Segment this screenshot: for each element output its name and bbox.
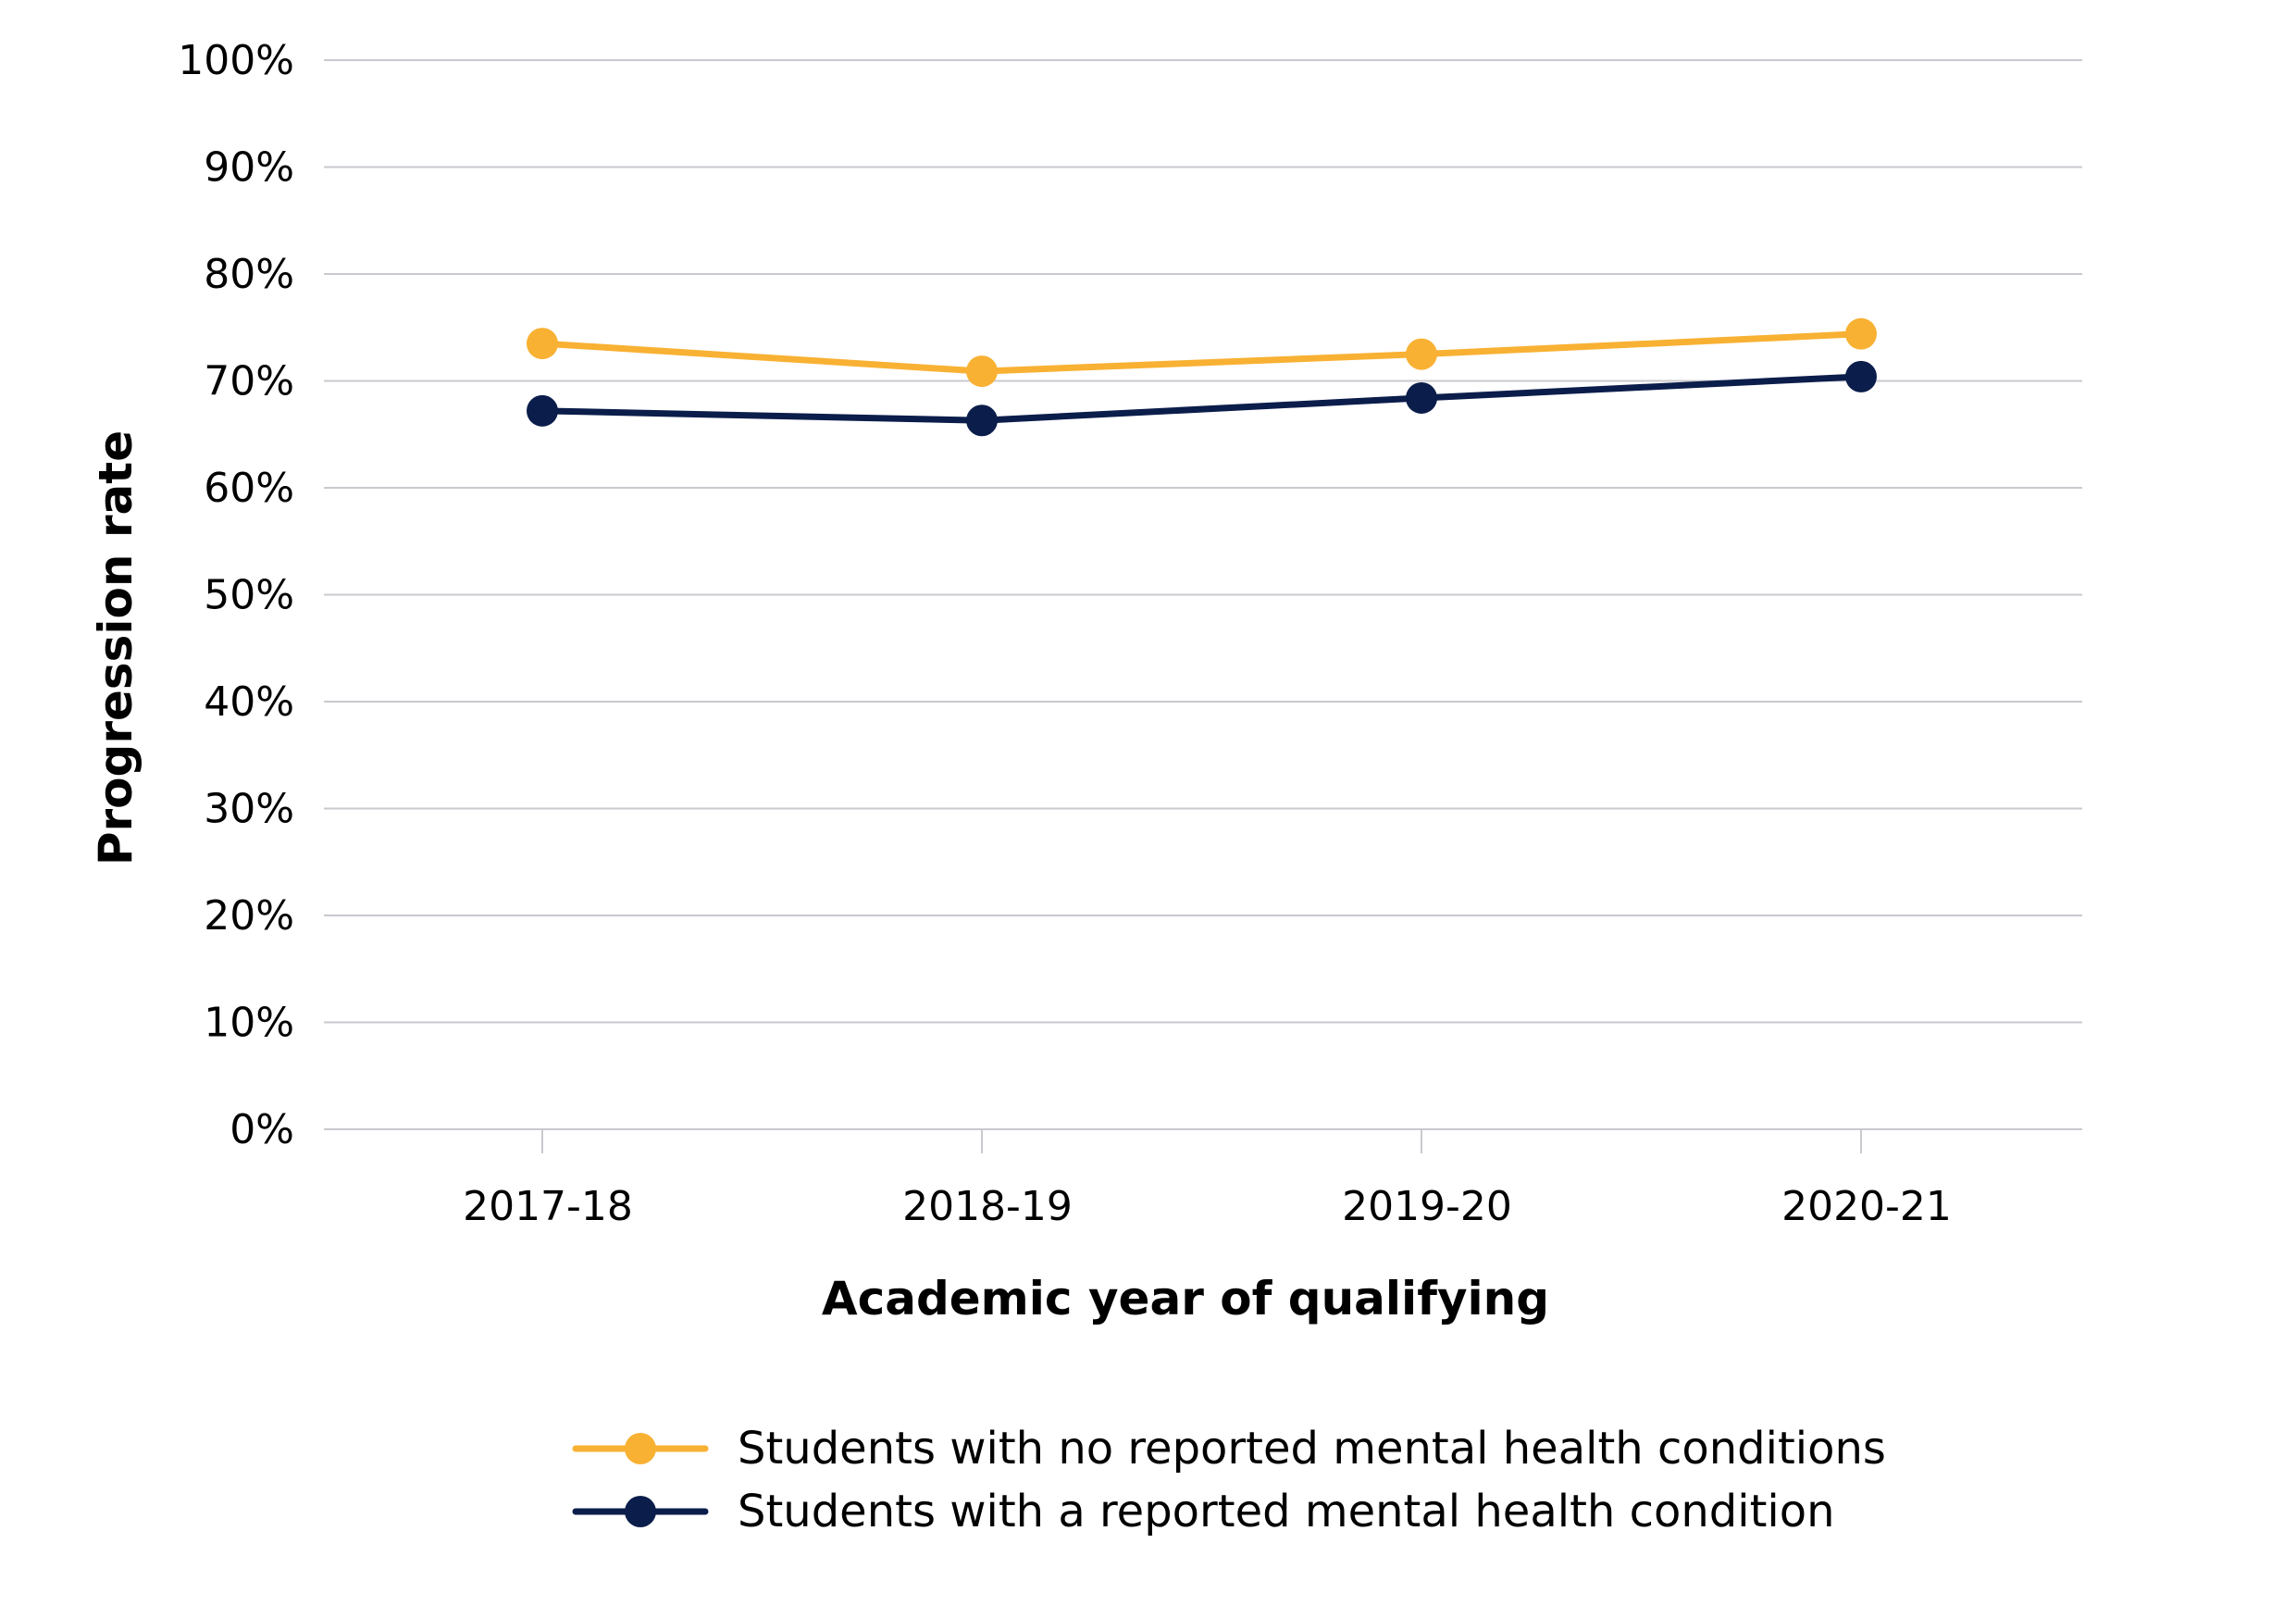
y-tick-label: 40% xyxy=(204,678,294,726)
legend-label: Students with no reported mental health … xyxy=(738,1423,1886,1475)
x-tick-label: 2020-21 xyxy=(1781,1183,1952,1230)
legend-swatch-marker xyxy=(625,1433,656,1464)
y-tick-label: 90% xyxy=(204,144,294,192)
series-line xyxy=(539,330,1865,375)
data-point xyxy=(1406,338,1437,370)
y-tick-label: 10% xyxy=(204,1000,294,1047)
series-line xyxy=(539,373,1865,424)
x-axis-title: Academic year of qualifying xyxy=(822,1272,1549,1326)
data-point xyxy=(1845,317,1877,350)
gridlines xyxy=(324,59,2082,1130)
legend: Students with no reported mental health … xyxy=(572,1423,1886,1537)
y-tick-label: 70% xyxy=(204,358,294,405)
x-tick-label: 2017-18 xyxy=(463,1183,633,1230)
data-point xyxy=(966,404,998,437)
y-axis-title: Progression rate xyxy=(89,430,143,865)
y-tick-label: 50% xyxy=(204,572,294,619)
data-point xyxy=(527,394,558,427)
y-tick-label: 60% xyxy=(204,465,294,512)
legend-label: Students with a reported mental health c… xyxy=(738,1486,1835,1537)
x-tick-label: 2019-20 xyxy=(1342,1183,1512,1230)
y-tick-label: 100% xyxy=(178,37,294,84)
y-tick-label: 30% xyxy=(204,786,294,833)
data-point xyxy=(1845,360,1877,392)
data-point xyxy=(966,355,998,388)
y-tick-label: 0% xyxy=(230,1106,294,1153)
y-tick-label: 20% xyxy=(204,892,294,940)
x-axis-ticks: 2017-18 2018-19 2019-20 2020-21 xyxy=(463,1129,1952,1230)
data-point xyxy=(1406,381,1437,414)
y-axis-ticks: 0% 10% 20% 30% 40% 50% 60% 70% 80% 90% 100% xyxy=(178,37,294,1153)
y-tick-label: 80% xyxy=(204,251,294,298)
data-point xyxy=(527,328,558,360)
x-tick-label: 2018-19 xyxy=(902,1183,1073,1230)
series-layer xyxy=(527,317,1877,437)
legend-swatch-marker xyxy=(625,1496,656,1527)
